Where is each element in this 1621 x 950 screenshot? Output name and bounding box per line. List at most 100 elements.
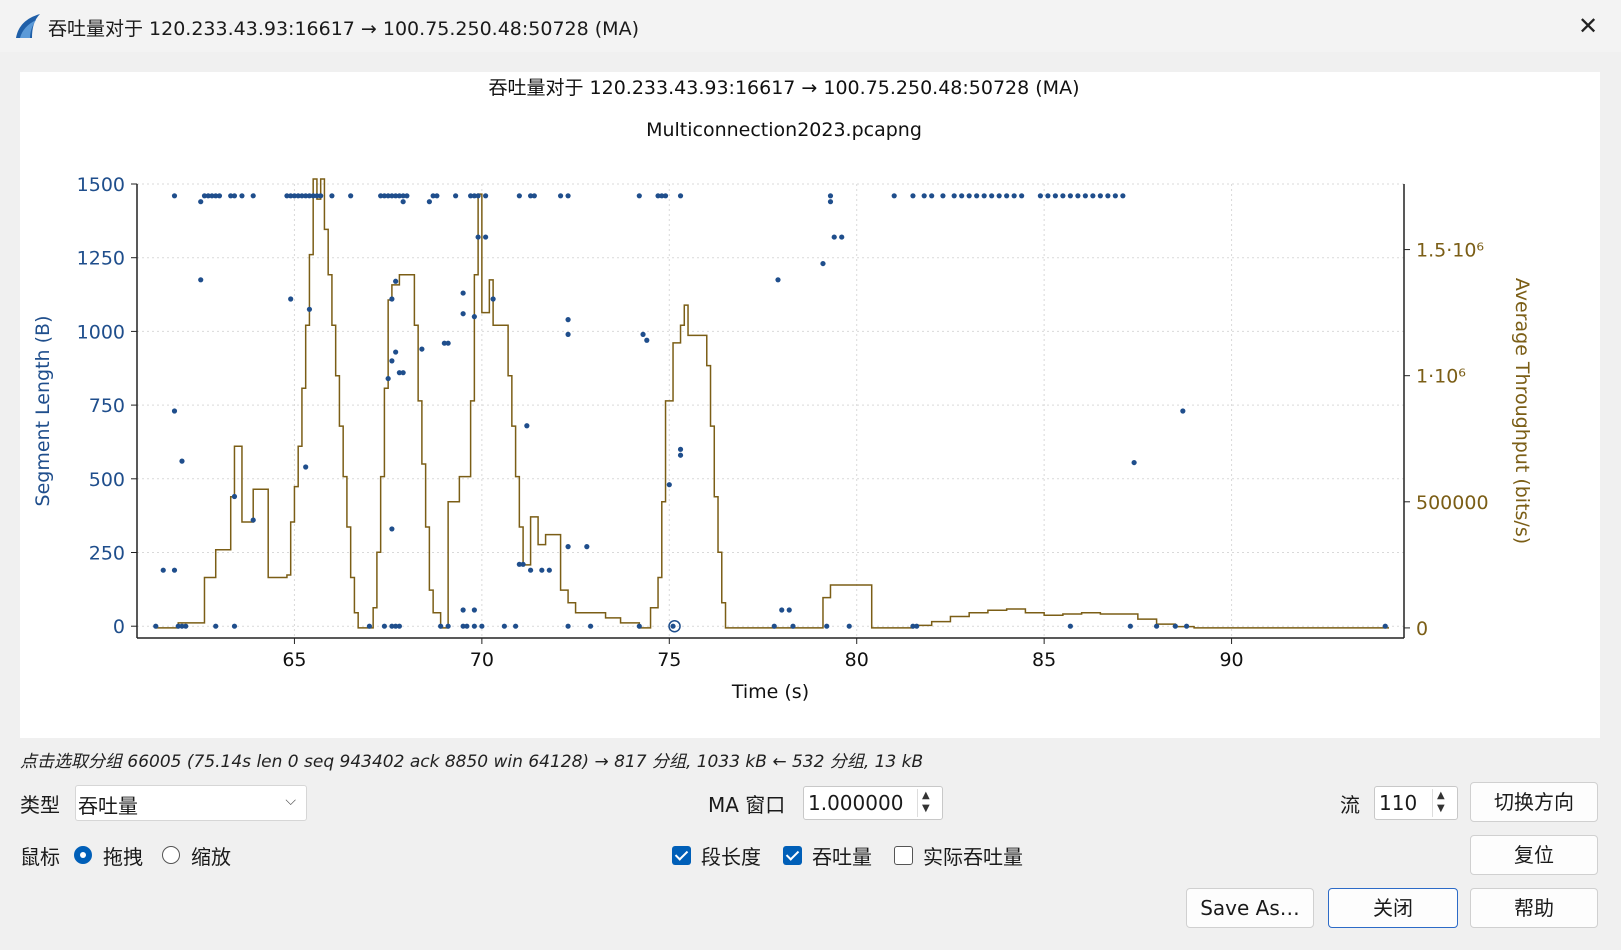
segment-point[interactable]: [171, 193, 178, 199]
segment-point[interactable]: [677, 193, 684, 199]
segment-point[interactable]: [677, 452, 684, 458]
segment-point[interactable]: [441, 340, 447, 346]
segment-point[interactable]: [910, 623, 916, 629]
help-button[interactable]: 帮助: [1470, 888, 1598, 928]
segment-point[interactable]: [989, 193, 995, 199]
segment-point[interactable]: [655, 193, 661, 199]
switch-direction-button[interactable]: 切换方向: [1470, 782, 1598, 822]
segment-point[interactable]: [250, 517, 256, 523]
segment-point[interactable]: [393, 193, 399, 199]
segment-point[interactable]: [250, 193, 256, 199]
segment-point[interactable]: [419, 346, 425, 352]
segment-point[interactable]: [160, 567, 166, 573]
segment-point[interactable]: [460, 607, 466, 613]
throughput-label[interactable]: 吞吐量: [812, 845, 872, 869]
caret-up-icon[interactable]: ▲: [922, 790, 930, 801]
segment-point[interactable]: [790, 623, 796, 629]
segment-point[interactable]: [670, 623, 676, 629]
segment-point[interactable]: [1090, 193, 1096, 199]
segment-point[interactable]: [303, 464, 309, 470]
segment-point[interactable]: [179, 623, 185, 629]
segment-point[interactable]: [516, 561, 522, 567]
segment-point[interactable]: [434, 193, 440, 199]
segment-point[interactable]: [348, 193, 354, 199]
segment-point[interactable]: [381, 623, 388, 629]
segment-point[interactable]: [295, 193, 301, 199]
segment-point[interactable]: [381, 193, 388, 199]
segment-point[interactable]: [644, 337, 650, 343]
caret-down-icon[interactable]: ▼: [922, 803, 930, 814]
segment-point[interactable]: [385, 375, 391, 382]
segment-point[interactable]: [213, 193, 219, 199]
segment-point[interactable]: [1382, 623, 1388, 629]
segment-point[interactable]: [171, 567, 178, 573]
segment-point[interactable]: [400, 199, 406, 205]
segment-point[interactable]: [396, 370, 402, 376]
segment-point[interactable]: [318, 193, 324, 199]
segment-point[interactable]: [565, 623, 571, 629]
segment-point[interactable]: [400, 193, 406, 199]
caret-up-icon[interactable]: ▲: [1437, 790, 1445, 801]
segment-point[interactable]: [1105, 193, 1111, 199]
drag-radio[interactable]: [74, 846, 92, 864]
segment-point[interactable]: [231, 493, 238, 500]
segment-point[interactable]: [1180, 408, 1186, 414]
segment-point[interactable]: [1172, 623, 1178, 629]
segment-point[interactable]: [921, 193, 927, 199]
segment-point[interactable]: [820, 260, 826, 267]
segment-point[interactable]: [171, 408, 178, 414]
segment-point[interactable]: [310, 193, 316, 199]
segment-point[interactable]: [389, 296, 395, 302]
segment-point[interactable]: [827, 193, 834, 199]
segment-point[interactable]: [288, 296, 294, 302]
segment-point[interactable]: [475, 193, 481, 199]
segment-point[interactable]: [471, 623, 477, 629]
segment-point[interactable]: [666, 482, 672, 488]
segment-point[interactable]: [771, 623, 777, 629]
segment-point[interactable]: [910, 193, 916, 199]
segment-length-label[interactable]: 段长度: [701, 845, 761, 869]
segment-point[interactable]: [464, 623, 470, 629]
segment-point[interactable]: [239, 193, 245, 199]
segment-point[interactable]: [1052, 193, 1058, 199]
throughput-checkbox[interactable]: [783, 846, 802, 865]
segment-point[interactable]: [183, 623, 189, 629]
segment-point[interactable]: [786, 607, 792, 613]
segment-point[interactable]: [929, 193, 935, 199]
ma-window-stepper[interactable]: ▲ ▼: [917, 789, 940, 817]
segment-point[interactable]: [891, 193, 897, 199]
segment-point[interactable]: [1120, 193, 1126, 199]
segment-point[interactable]: [1004, 193, 1010, 199]
stream-stepper[interactable]: ▲ ▼: [1432, 789, 1455, 817]
segment-point[interactable]: [779, 607, 785, 613]
segment-point[interactable]: [175, 623, 181, 629]
segment-point[interactable]: [940, 193, 946, 199]
ma-window-spinbox[interactable]: 1.000000 ▲ ▼: [803, 786, 943, 820]
segment-point[interactable]: [445, 340, 451, 346]
segment-point[interactable]: [400, 370, 406, 376]
segment-point[interactable]: [378, 193, 384, 199]
segment-point[interactable]: [831, 234, 837, 240]
segment-point[interactable]: [393, 349, 399, 355]
segment-point[interactable]: [636, 193, 642, 199]
segment-point[interactable]: [951, 193, 957, 199]
goodput-checkbox[interactable]: [894, 846, 913, 865]
graph-type-combo[interactable]: 吞吐量 ⌵: [75, 785, 307, 821]
caret-down-icon[interactable]: ▼: [1437, 803, 1445, 814]
segment-point[interactable]: [966, 193, 972, 199]
segment-point[interactable]: [1131, 459, 1137, 466]
segment-point[interactable]: [1097, 193, 1103, 199]
segment-point[interactable]: [475, 234, 481, 240]
segment-point[interactable]: [662, 193, 669, 199]
segment-point[interactable]: [228, 193, 234, 199]
segment-point[interactable]: [1060, 193, 1066, 199]
segment-point[interactable]: [299, 193, 305, 199]
selected-packet-marker[interactable]: [668, 619, 681, 633]
segment-point[interactable]: [1067, 193, 1073, 199]
segment-point[interactable]: [824, 623, 830, 629]
segment-point[interactable]: [520, 561, 526, 567]
segment-point[interactable]: [839, 234, 845, 240]
segment-point[interactable]: [471, 607, 477, 613]
segment-point[interactable]: [527, 193, 534, 199]
segment-point[interactable]: [546, 567, 552, 573]
